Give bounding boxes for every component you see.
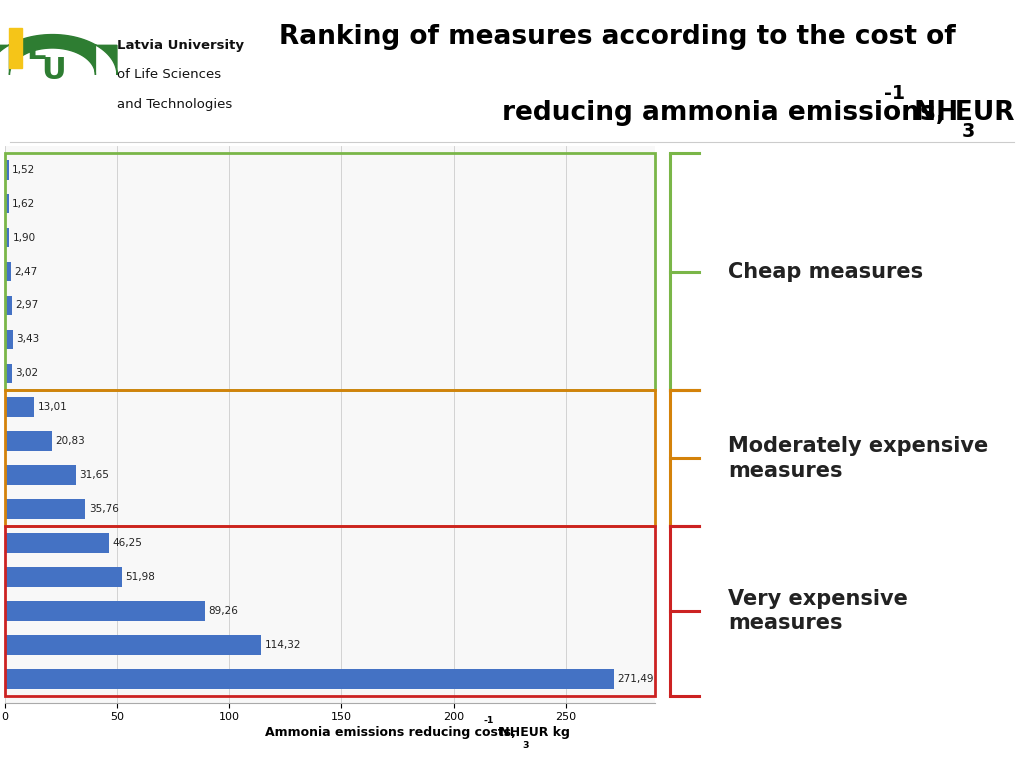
- Text: Ammonia emissions reducing costs, EUR kg: Ammonia emissions reducing costs, EUR kg: [265, 726, 570, 739]
- Bar: [5, 194, 9, 214]
- Text: -1: -1: [884, 84, 904, 103]
- Bar: [5, 533, 109, 553]
- Text: 3,43: 3,43: [16, 334, 40, 344]
- Text: 2,97: 2,97: [15, 300, 38, 310]
- Bar: [5, 601, 205, 621]
- Text: 89,26: 89,26: [209, 606, 239, 616]
- Text: 3,02: 3,02: [15, 369, 38, 379]
- Bar: [5, 669, 613, 689]
- Bar: [5, 160, 8, 180]
- Text: Cheap measures: Cheap measures: [728, 262, 924, 282]
- Text: -1: -1: [483, 717, 494, 726]
- Polygon shape: [0, 35, 117, 75]
- Text: 3: 3: [962, 122, 975, 141]
- Text: NH: NH: [905, 100, 958, 125]
- Text: U: U: [42, 56, 67, 85]
- Text: 35,76: 35,76: [89, 505, 119, 515]
- Bar: [5, 432, 52, 451]
- Text: Very expensive
measures: Very expensive measures: [728, 588, 908, 634]
- Text: 1,90: 1,90: [12, 233, 36, 243]
- Bar: [5, 262, 10, 281]
- Text: 3: 3: [522, 740, 529, 750]
- Text: reducing ammonia emissions, EUR kg: reducing ammonia emissions, EUR kg: [502, 100, 1024, 125]
- Text: Latvia University: Latvia University: [117, 39, 244, 51]
- Text: 271,49: 271,49: [617, 674, 653, 684]
- Text: 46,25: 46,25: [113, 538, 142, 548]
- Bar: [5, 363, 12, 383]
- Polygon shape: [9, 28, 23, 68]
- Text: 1,52: 1,52: [12, 164, 35, 174]
- Text: 114,32: 114,32: [265, 640, 301, 650]
- Bar: [5, 635, 261, 655]
- Bar: [5, 398, 34, 417]
- Text: Ranking of measures according to the cost of: Ranking of measures according to the cos…: [279, 25, 955, 50]
- Bar: [5, 499, 85, 519]
- Text: NH: NH: [495, 726, 520, 739]
- Bar: [5, 228, 9, 247]
- Text: of Life Sciences: of Life Sciences: [117, 68, 221, 81]
- Text: and Technologies: and Technologies: [117, 98, 232, 111]
- Text: 13,01: 13,01: [38, 402, 68, 412]
- Text: 20,83: 20,83: [55, 436, 85, 446]
- Text: 1,62: 1,62: [12, 199, 36, 209]
- Bar: [5, 465, 76, 485]
- Text: 31,65: 31,65: [80, 470, 110, 480]
- Text: 51,98: 51,98: [125, 572, 155, 582]
- Text: Moderately expensive
measures: Moderately expensive measures: [728, 436, 988, 481]
- Bar: [5, 329, 13, 349]
- Text: 2,47: 2,47: [14, 266, 37, 276]
- Text: L: L: [27, 36, 46, 65]
- Bar: [5, 568, 122, 587]
- Bar: [5, 296, 12, 316]
